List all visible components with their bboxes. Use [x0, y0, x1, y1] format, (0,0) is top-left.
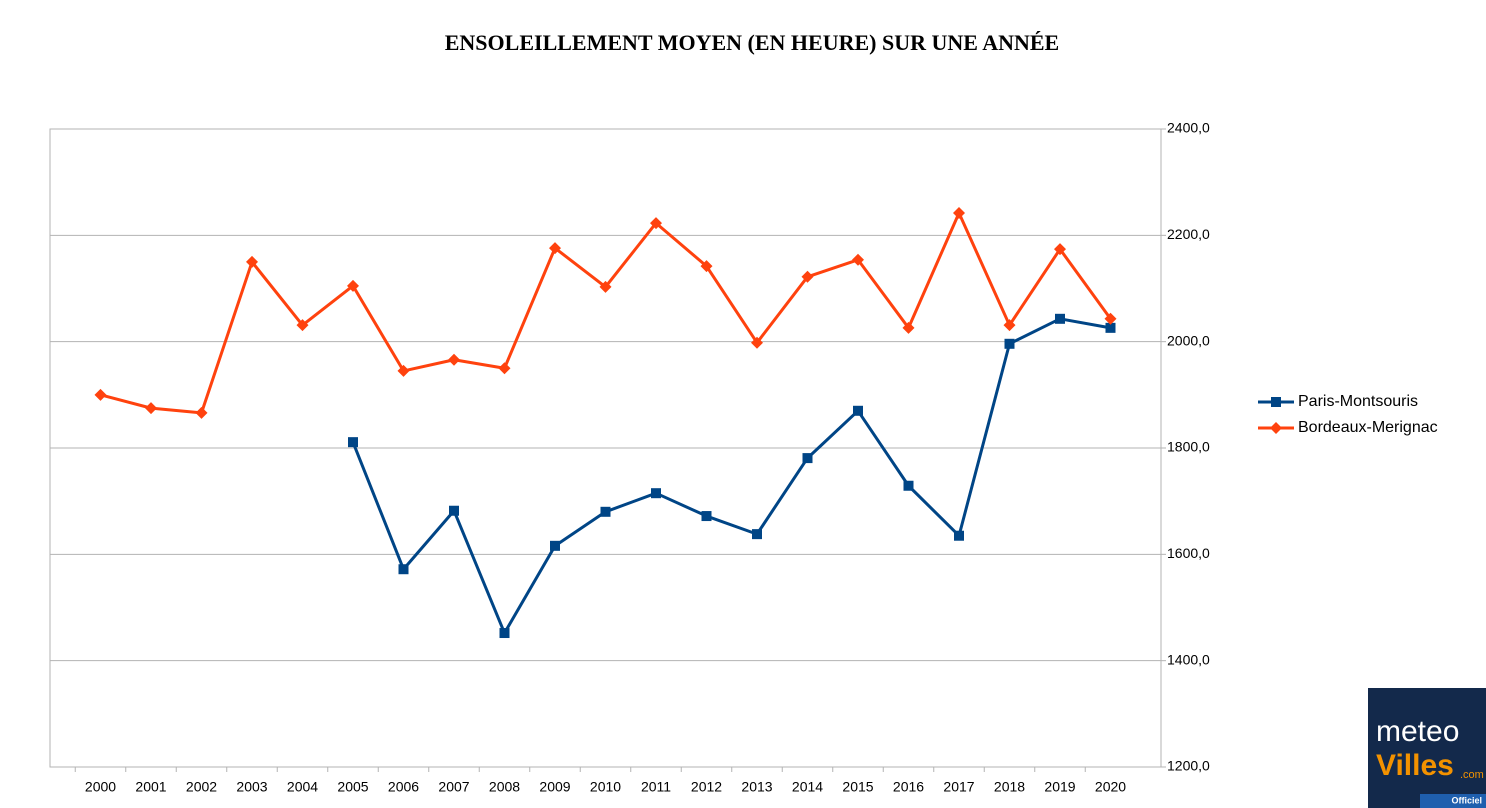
x-tick-label: 2013	[741, 779, 772, 795]
x-tick-label: 2017	[943, 779, 974, 795]
logo-box	[1368, 688, 1486, 808]
x-tick-label: 2001	[135, 779, 166, 795]
x-tick-label: 2005	[337, 779, 368, 795]
point	[1271, 397, 1281, 407]
point	[751, 336, 763, 349]
x-tick-label: 2015	[842, 779, 873, 795]
point	[852, 253, 864, 266]
point	[853, 405, 863, 416]
point	[701, 511, 712, 522]
x-tick-label: 2003	[236, 779, 267, 795]
point	[296, 319, 309, 332]
point	[1055, 313, 1065, 324]
logo-text: .com	[1460, 769, 1484, 781]
x-tick-label: 2018	[994, 779, 1025, 795]
logo-strip	[1420, 794, 1486, 808]
point	[348, 437, 358, 448]
x-tick-label: 2016	[893, 779, 924, 795]
x-tick-label: 2000	[85, 779, 116, 795]
point	[902, 321, 915, 334]
point	[1104, 312, 1117, 325]
logo-text: Officiel	[1451, 795, 1482, 805]
point	[600, 506, 611, 517]
x-tick-label: 2007	[438, 779, 469, 795]
point	[954, 530, 964, 541]
plot-border	[49, 128, 1162, 768]
x-tick-label: 2010	[590, 779, 621, 795]
x-tick-label: 2004	[287, 779, 318, 795]
point	[448, 353, 460, 366]
x-tick-label: 2008	[489, 779, 520, 795]
point	[1004, 338, 1015, 349]
logo: meteo Villes .com Officiel	[1368, 688, 1486, 808]
point	[498, 362, 511, 375]
point	[246, 255, 258, 268]
point	[1003, 319, 1016, 332]
point	[650, 217, 662, 230]
point	[651, 488, 661, 499]
point	[1054, 243, 1066, 256]
point	[195, 406, 208, 419]
point	[549, 242, 561, 255]
y-tick-label: 1600,0	[1167, 545, 1210, 561]
point	[802, 453, 813, 464]
x-tick-label: 2020	[1095, 779, 1126, 795]
x-tick-label: 2006	[388, 779, 419, 795]
x-tick-label: 2009	[539, 779, 570, 795]
y-tick-label: 2400,0	[1167, 120, 1210, 136]
point	[1270, 422, 1282, 434]
legend-label: Bordeaux-Merignac	[1298, 419, 1438, 436]
point	[94, 388, 107, 401]
point	[449, 505, 459, 516]
y-tick-label: 1200,0	[1167, 758, 1210, 774]
point	[953, 207, 965, 220]
x-tick-label: 2002	[186, 779, 217, 795]
point	[499, 628, 510, 639]
point	[599, 280, 612, 293]
point	[801, 270, 814, 283]
point	[1105, 322, 1116, 333]
point	[550, 540, 560, 551]
y-tick-label: 1400,0	[1167, 651, 1210, 667]
x-tick-label: 2014	[792, 779, 823, 795]
logo-text: meteo	[1376, 715, 1459, 748]
point	[347, 279, 359, 292]
logo-text: Villes	[1376, 749, 1454, 782]
point	[145, 402, 157, 415]
point	[700, 260, 713, 273]
y-tick-label: 2000,0	[1167, 332, 1210, 348]
x-tick-label: 2019	[1044, 779, 1075, 795]
point	[397, 364, 410, 377]
point	[752, 529, 762, 540]
point	[903, 480, 914, 491]
chart-title: ENSOLEILLEMENT MOYEN (EN HEURE) SUR UNE …	[445, 30, 1059, 55]
y-tick-label: 2200,0	[1167, 226, 1210, 242]
series-line	[351, 317, 1111, 635]
x-tick-label: 2011	[641, 779, 671, 795]
legend-label: Paris-Montsouris	[1298, 393, 1418, 410]
point	[398, 564, 409, 575]
y-tick-label: 1800,0	[1167, 439, 1210, 455]
x-tick-label: 2012	[691, 779, 722, 795]
